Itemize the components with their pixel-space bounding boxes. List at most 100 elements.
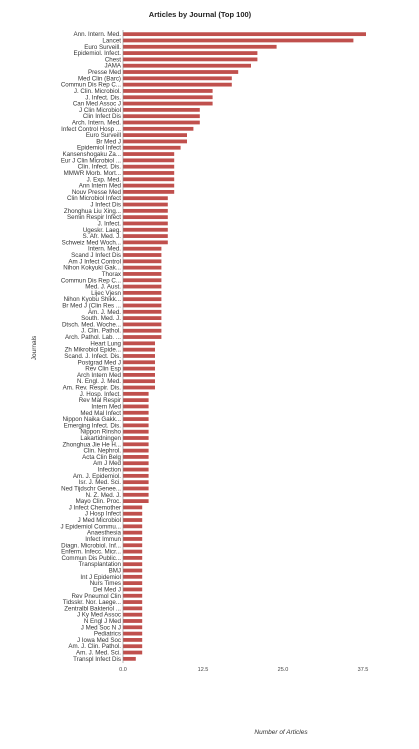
category-label: Kansenshogaku Za... (63, 151, 122, 158)
bar (123, 619, 143, 623)
bar (123, 379, 155, 384)
bar (123, 638, 143, 642)
category-label: Arch. Pathol. Lab. ... (65, 334, 121, 341)
bar (123, 70, 239, 74)
category-label: N. Z. Med. J. (86, 492, 122, 499)
category-label: Zh Mikrobiol Epide... (65, 347, 122, 354)
category-label: Intern. Med. (88, 246, 121, 253)
category-label: J Iowa Med Soc (77, 637, 121, 644)
category-label: Semin Respir Infect (67, 214, 121, 221)
category-label: Isr. J. Med. Sci. (79, 479, 122, 486)
category-label: Scand J Infect Dis (71, 252, 121, 259)
bar (123, 145, 181, 150)
bar (123, 448, 149, 453)
category-label: Epidemiol Infect (77, 145, 121, 152)
bar (123, 366, 155, 371)
bar (123, 297, 162, 302)
bar (123, 410, 149, 415)
category-label: Clin. Infect. Dis. (78, 164, 122, 171)
x-tick-label: 25.0 (278, 667, 289, 673)
bar (123, 625, 143, 630)
category-label: Am J Med (93, 460, 121, 467)
x-tick-label: 12.5 (198, 667, 209, 673)
category-label: N Engl J Med (84, 618, 122, 625)
category-label: Rev Mal Respir (79, 397, 121, 404)
category-label: Enferm. Infecc. Micr... (61, 549, 121, 556)
bar (123, 335, 162, 339)
category-label: Med. J. Aust. (85, 284, 121, 291)
category-label: Intern Med (91, 403, 121, 410)
category-label: MMWR Morb. Mort... (64, 170, 122, 177)
category-label: Thorax (102, 271, 122, 278)
category-label: Rev Clin Esp (85, 366, 121, 373)
bar (123, 278, 162, 283)
category-label: J Clin Microbiol (79, 107, 121, 114)
category-label: J Med Microbiol (78, 517, 121, 524)
category-label: J Infect Chemother (69, 504, 121, 511)
bar (123, 101, 213, 106)
category-label: Arch. Intern. Med. (72, 119, 121, 126)
x-tick-label: 37.5 (358, 667, 369, 673)
category-label: Tidsskr. Nor. Laege... (63, 599, 122, 606)
category-label: J. Exp. Med. (87, 176, 122, 183)
bar (123, 183, 175, 188)
bar (123, 587, 143, 592)
category-label: Postgrad Med J (78, 359, 121, 366)
category-label: Infect Immun (85, 536, 121, 543)
category-label: JAMA (104, 63, 121, 70)
category-label: Clin. Nephrol. (84, 448, 122, 455)
category-label: J. Clin. Microbiol. (74, 88, 121, 95)
category-label: J. Infect. Dis. (85, 94, 121, 101)
bar (123, 202, 168, 207)
bar (123, 480, 149, 485)
category-label: Euro Surveill (86, 132, 121, 139)
bar (123, 208, 168, 213)
bar (123, 537, 143, 541)
category-label: Arch Intern Med (77, 372, 122, 379)
bar (123, 429, 149, 434)
bar (123, 253, 162, 257)
category-label: Lijec Vjesn (91, 290, 121, 297)
bar (123, 505, 143, 510)
bar (123, 309, 162, 314)
bar (123, 417, 149, 421)
bar (123, 606, 143, 611)
bar (123, 114, 200, 119)
category-label: Del Med J (93, 586, 121, 593)
category-label: Am. J. Med. Sci. (76, 650, 121, 657)
category-label: J. Infect. (98, 220, 122, 227)
bar (123, 95, 213, 100)
category-label: Ann Intern Med (79, 183, 122, 190)
bar (123, 650, 143, 655)
category-label: Lakartidningen (80, 435, 121, 442)
bar (123, 227, 168, 232)
bar (123, 221, 168, 226)
bar (123, 511, 143, 516)
category-label: Scand. J. Infect. Dis. (64, 353, 121, 360)
bar (123, 63, 251, 68)
category-label: N. Engl. J. Med. (77, 378, 121, 385)
bar (123, 164, 175, 169)
bar (123, 328, 162, 333)
x-tick-label: 0.0 (119, 667, 127, 673)
bar (123, 234, 168, 238)
y-axis-title: Journals (31, 335, 38, 360)
category-label: Can Med Assoc J (73, 101, 121, 108)
category-label: Infect Control Hosp ... (61, 126, 121, 133)
bar (123, 360, 155, 365)
bar (123, 259, 162, 264)
bar (123, 549, 143, 554)
category-label: J Infect Dis (90, 202, 121, 209)
bar (123, 398, 149, 403)
bar (123, 492, 149, 497)
bar (123, 272, 162, 276)
bar (123, 126, 194, 131)
bar (123, 461, 149, 466)
bar (123, 246, 162, 251)
bar (123, 82, 232, 87)
category-label: J Med Soc N J (81, 624, 121, 631)
category-label: Am. Rev. Respir. Dis. (63, 385, 122, 392)
category-label: Schweiz Med Woch... (62, 239, 122, 246)
category-label: Rev Pneumol Clin (71, 593, 121, 600)
category-label: Am. J. Epidemiol. (73, 473, 121, 480)
